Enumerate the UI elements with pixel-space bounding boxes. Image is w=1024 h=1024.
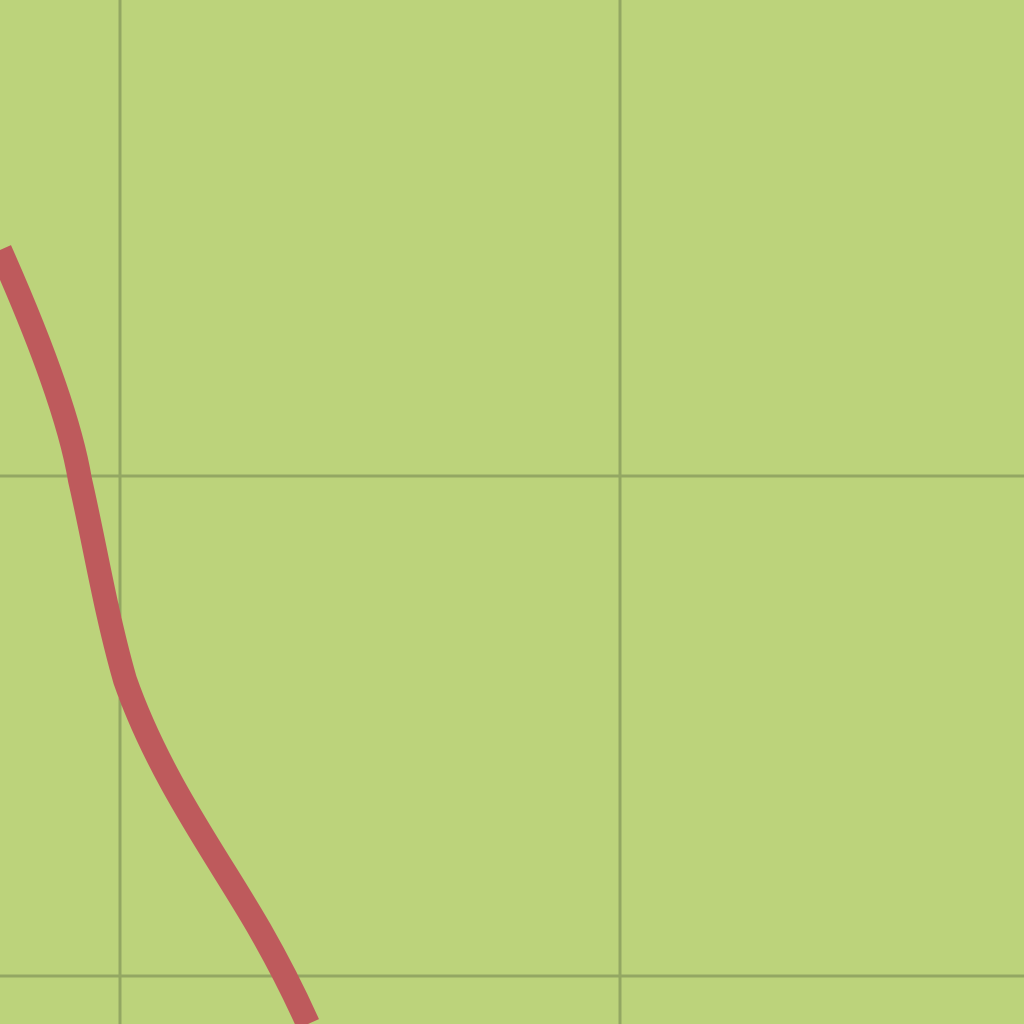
road-line[interactable] — [0, 245, 319, 1024]
